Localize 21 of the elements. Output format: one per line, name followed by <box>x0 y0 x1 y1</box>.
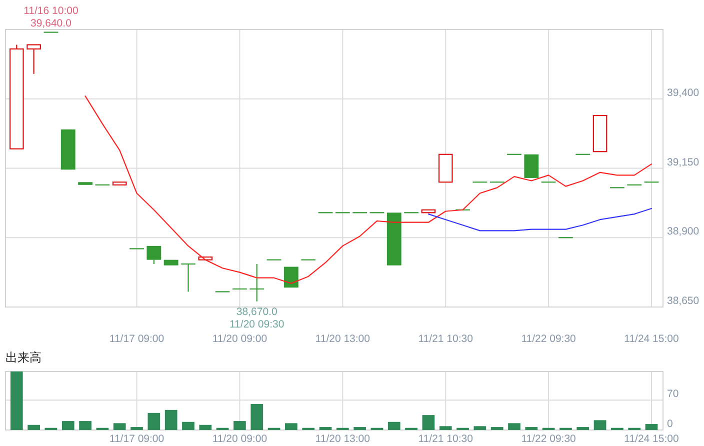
x-tick-label: 11/20 13:00 <box>315 433 370 445</box>
x-tick-label: 11/24 15:00 <box>624 433 679 445</box>
x-tick-label: 11/20 13:00 <box>315 333 370 345</box>
y-tick-label: 0 <box>667 418 673 430</box>
y-tick-label: 39,150 <box>667 156 700 168</box>
y-tick-label: 38,900 <box>667 226 700 238</box>
annotation: 38,670.0 11/20 09:30 <box>230 306 284 330</box>
x-tick-label: 11/24 15:00 <box>624 333 679 345</box>
x-tick-label: 11/20 09:00 <box>212 433 268 445</box>
x-tick-label: 11/20 09:00 <box>212 333 268 345</box>
annotation: 11/16 10:00 39,640.0 <box>24 5 78 30</box>
y-tick-label: 38,650 <box>667 295 700 307</box>
x-tick-label: 11/17 09:00 <box>109 333 164 345</box>
x-tick-label: 11/21 10:30 <box>418 333 474 345</box>
y-tick-label: 70 <box>667 388 679 400</box>
x-tick-label: 11/17 09:00 <box>109 433 164 445</box>
x-tick-label: 11/21 10:30 <box>418 433 474 445</box>
x-tick-label: 11/22 09:30 <box>521 433 576 445</box>
y-tick-label: 39,400 <box>667 86 700 99</box>
chart-title: 出来高 <box>6 350 42 364</box>
x-tick-label: 11/22 09:30 <box>521 333 576 345</box>
